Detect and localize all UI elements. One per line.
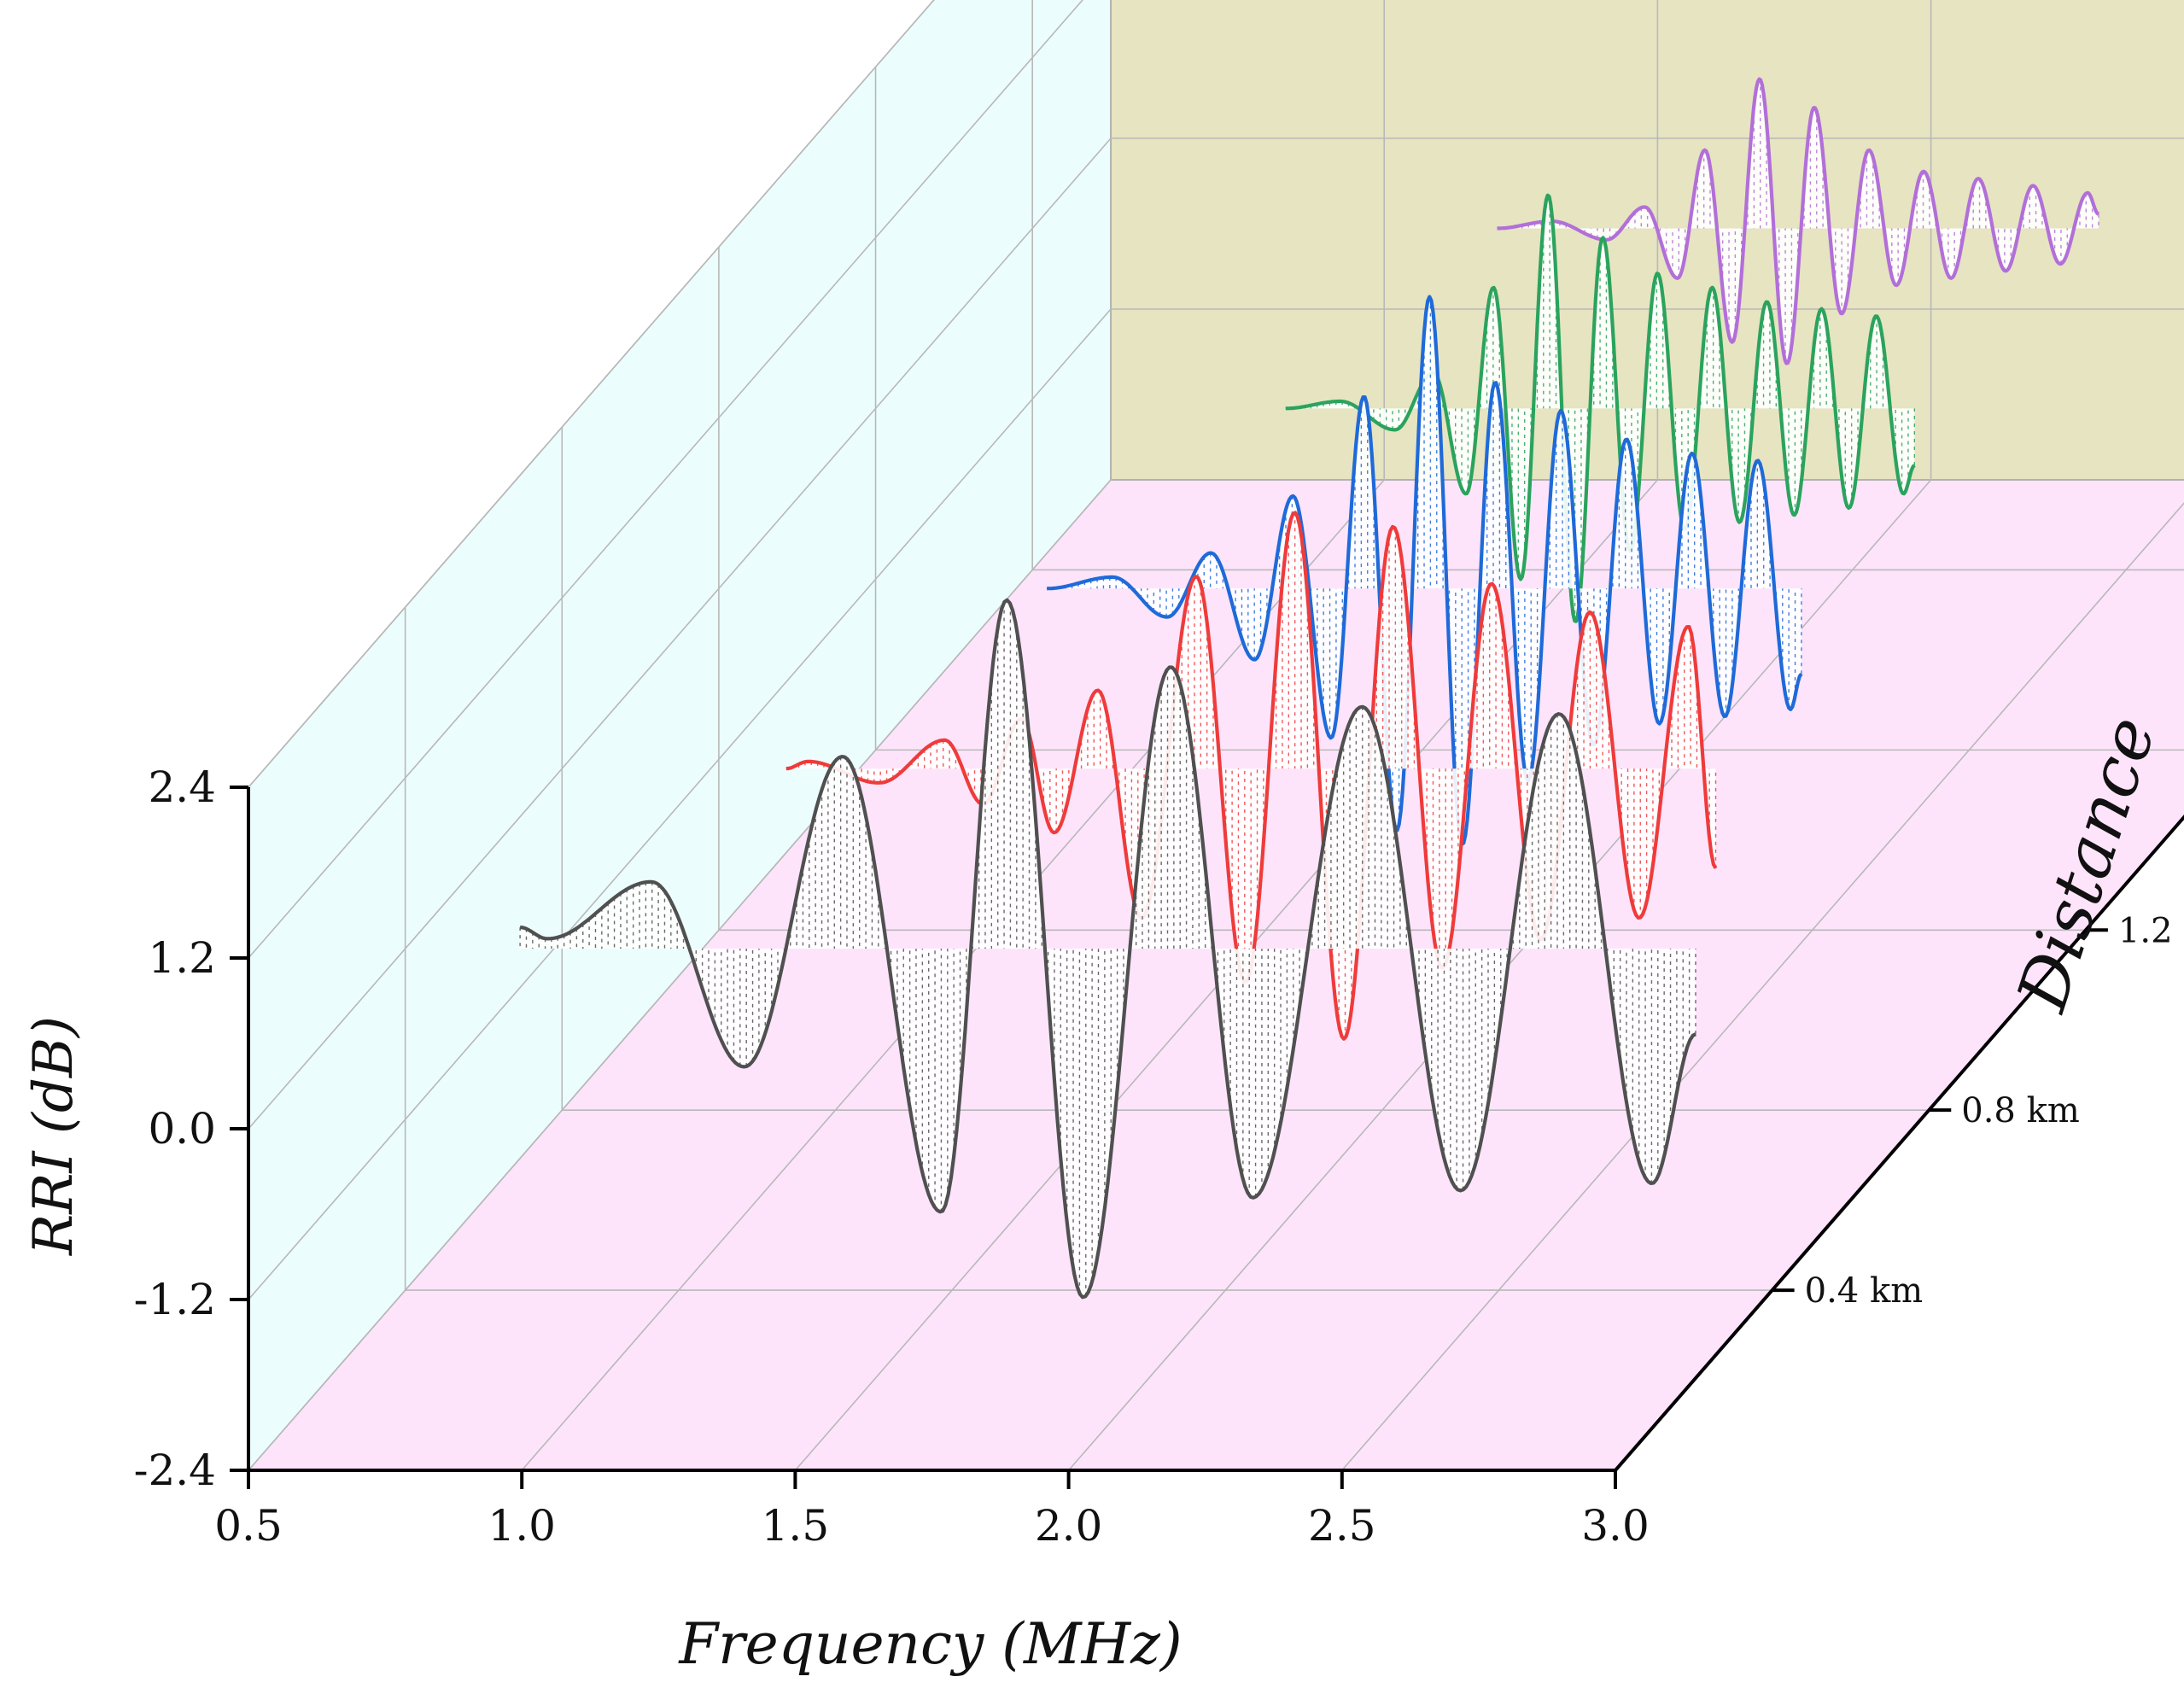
- z-axis-line: [1614, 815, 2184, 1472]
- x-tick-label: 2.5: [1308, 1501, 1376, 1551]
- x-axis-title: Frequency (MHz): [678, 1611, 1182, 1677]
- z-tick-label: 0.4 km: [1805, 1271, 1924, 1311]
- left-gridline-y: [248, 137, 1112, 1130]
- y-tick-label: -1.2: [134, 1275, 216, 1324]
- series-line: [1497, 77, 2100, 365]
- z-tick-label: 1.2 km: [2118, 911, 2184, 950]
- z-tick-label: 0.8 km: [1961, 1091, 2080, 1130]
- series-line: [1285, 193, 1916, 623]
- x-tick-label: 2.0: [1035, 1501, 1103, 1551]
- series-group: [1285, 193, 1916, 623]
- series-group: [519, 598, 1697, 1300]
- left-gridline-y: [248, 308, 1112, 1300]
- series-fill: [1497, 79, 2099, 364]
- y-tick-label: 2.4: [148, 762, 216, 812]
- series-group: [1047, 295, 1803, 846]
- x-tick-label: 1.0: [488, 1501, 556, 1551]
- y-tick-label: 1.2: [148, 933, 216, 983]
- series-fill: [1047, 296, 1802, 844]
- y-axis-title: RRI (dB): [22, 1016, 85, 1256]
- series-line: [1047, 295, 1803, 846]
- left-gridline-y: [248, 0, 1083, 959]
- x-tick-label: 1.5: [762, 1501, 830, 1551]
- left-gridline-y: [248, 479, 1112, 1471]
- x-tick-label: 0.5: [214, 1501, 283, 1551]
- series-fill: [785, 512, 1716, 1039]
- series-fill: [520, 599, 1696, 1298]
- y-tick-label: -2.4: [134, 1446, 216, 1495]
- x-tick-label: 3.0: [1581, 1501, 1650, 1551]
- y-tick-label: 0.0: [148, 1104, 216, 1154]
- left-wall-top-edge: [248, 0, 935, 788]
- series-group: [1497, 77, 2100, 365]
- chart-series: [519, 77, 2100, 1300]
- series-line: [519, 598, 1697, 1300]
- series-fill: [1285, 195, 1915, 622]
- chart-axes: [230, 786, 2184, 1489]
- left-wall-plane: [248, 0, 1111, 1470]
- floor-gridline-x: [1341, 502, 2184, 1471]
